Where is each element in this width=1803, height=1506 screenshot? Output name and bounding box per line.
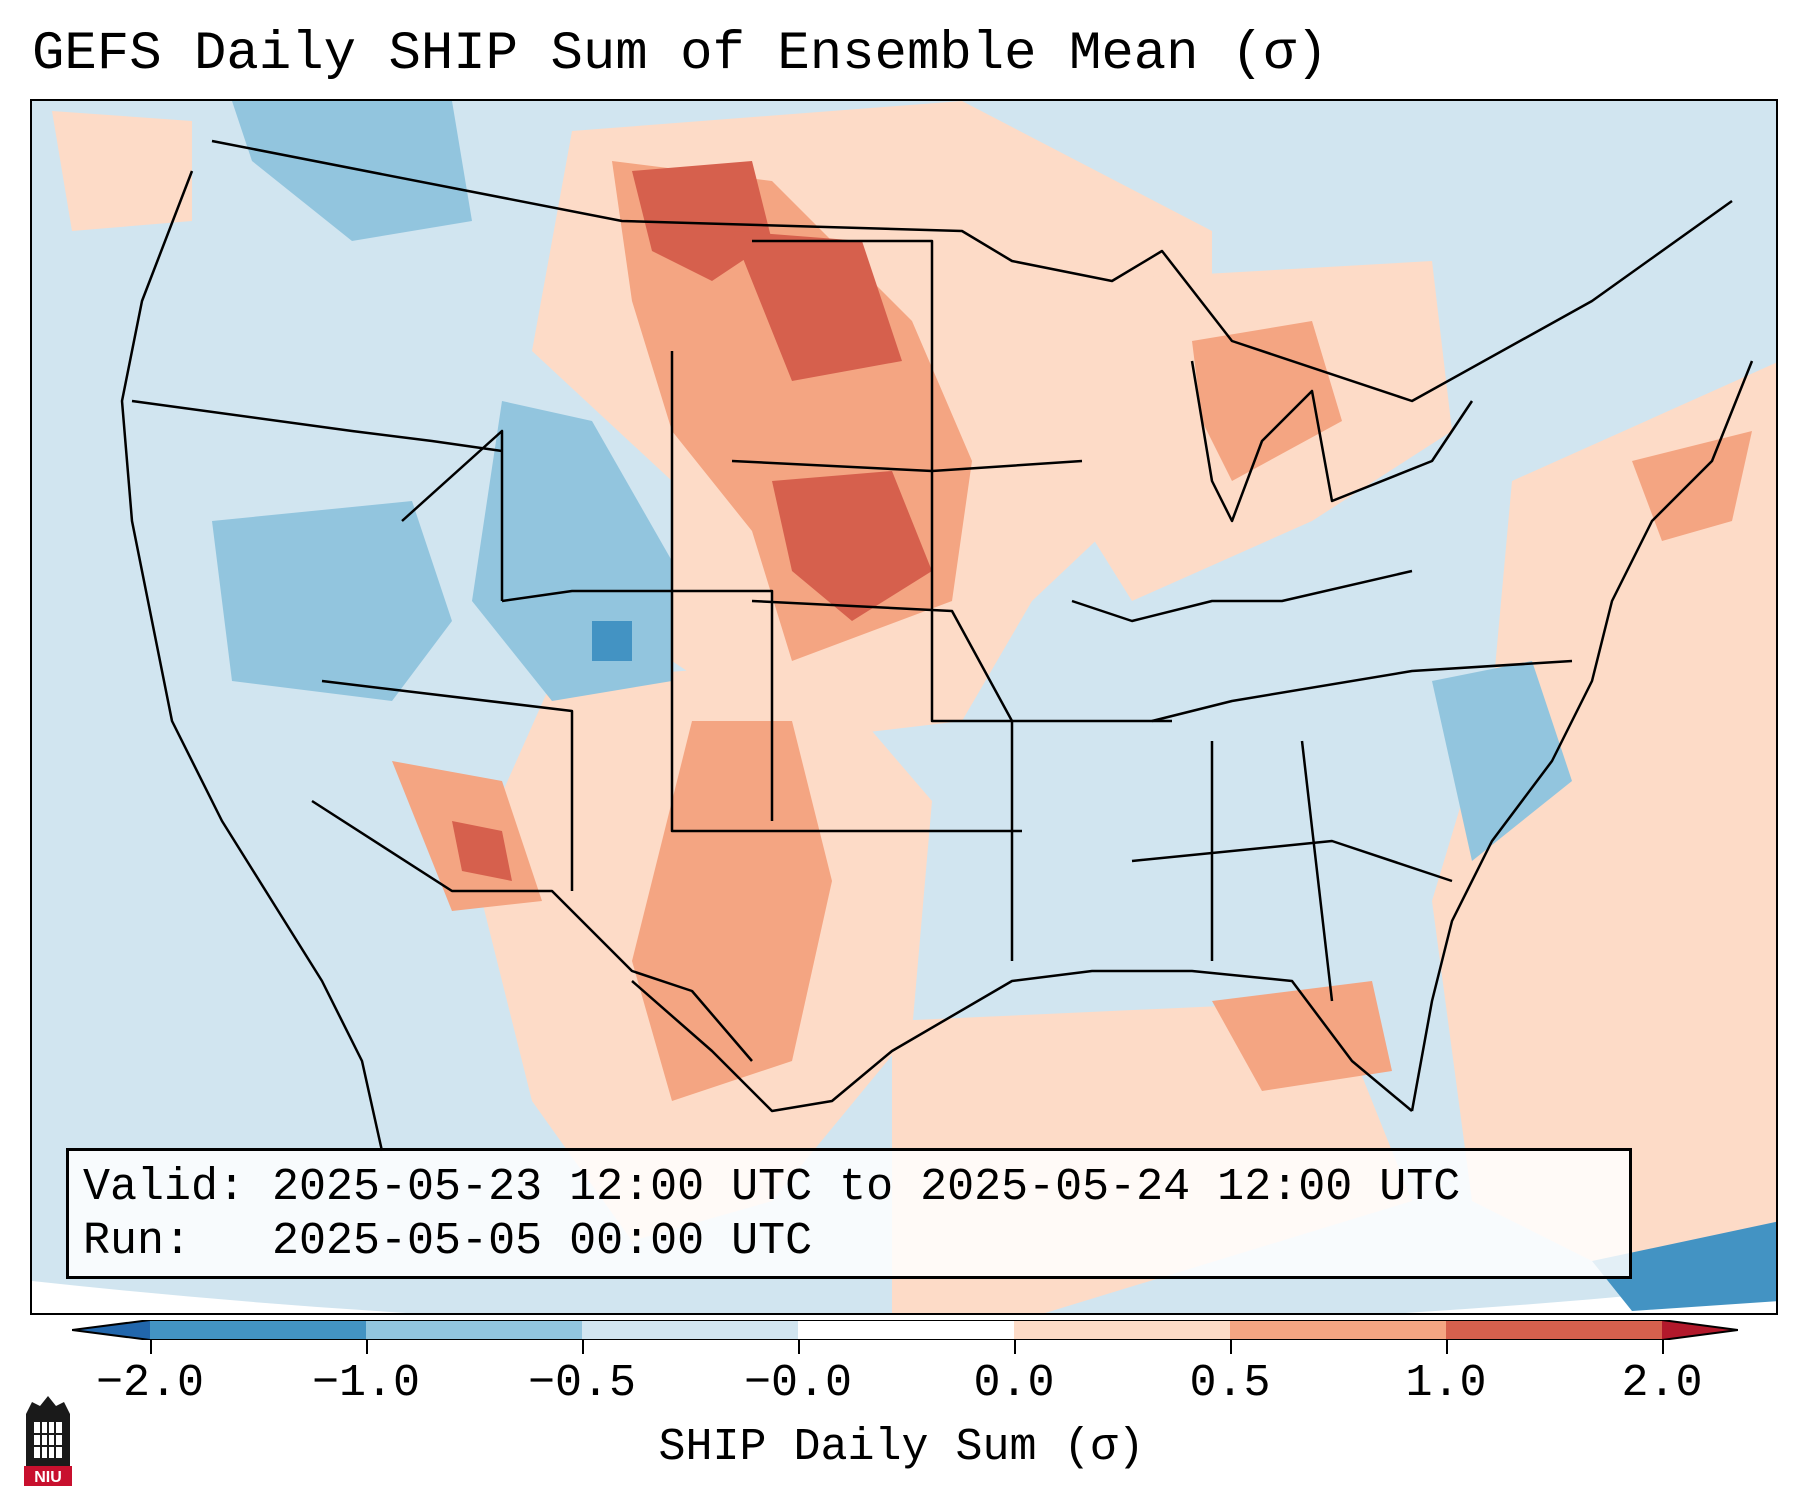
state-line-9: [1071, 569, 1413, 623]
state-line-8: [751, 599, 1014, 961]
new-england-core: [1632, 431, 1752, 541]
montana-strong: [732, 231, 902, 381]
state-line-2: [401, 429, 504, 601]
colorbar-tick-label: −2.0: [95, 1358, 205, 1409]
map-panel: [30, 99, 1778, 1315]
gulf-coast: [631, 969, 1413, 1113]
colorbar-segment-2: [366, 1320, 582, 1340]
colorado-core: [592, 621, 632, 661]
state-line-6: [752, 239, 1172, 723]
boundaries: [120, 139, 1754, 1152]
colorbar-tick: [1230, 1340, 1232, 1354]
michigan-warm: [1192, 321, 1342, 481]
gulf-core: [1212, 981, 1392, 1091]
map-svg: [32, 101, 1776, 1313]
state-line-7: [731, 459, 1083, 473]
pacific-nw-warm: [52, 111, 192, 231]
arizona-strong: [452, 821, 512, 881]
us-canada-border: [211, 139, 1733, 403]
colorbar-tick-label: 0.5: [1189, 1358, 1271, 1409]
mexico-border: [311, 799, 753, 1062]
colorbar-tick: [1014, 1340, 1016, 1354]
east-coast: [1410, 360, 1754, 1112]
northwest-cool: [232, 101, 472, 241]
state-line-3: [321, 679, 574, 891]
colorbar-tick: [1446, 1340, 1448, 1354]
colorbar-tick-label: 2.0: [1621, 1358, 1703, 1409]
colorbar-tick-label: −1.0: [311, 1358, 421, 1409]
colorbar-extend-high: [1662, 1320, 1738, 1340]
niu-logo: NIU: [24, 1396, 72, 1486]
negative-anomaly-layer: [212, 101, 1776, 1311]
state-line-12: [1210, 740, 1334, 1002]
colorbar: [72, 1320, 1738, 1340]
great-lakes-outline: [1190, 360, 1474, 523]
colorbar-title: SHIP Daily Sum (σ): [658, 1422, 1145, 1473]
run-time-text: Run: 2025-05-05 00:00 UTC: [83, 1216, 813, 1267]
colorbar-segment-4: [798, 1320, 1014, 1340]
colorbar-tick: [1662, 1340, 1664, 1354]
state-line-1: [131, 399, 503, 453]
state-line-5: [670, 351, 1022, 833]
colorbar-segment-3: [582, 1320, 798, 1340]
nebraska-strong: [772, 471, 932, 621]
colorbar-segment-1: [150, 1320, 366, 1340]
chart-title: GEFS Daily SHIP Sum of Ensemble Mean (σ): [32, 24, 1329, 85]
state-line-11: [1131, 839, 1453, 883]
dakota-strong: [632, 161, 772, 281]
colorbar-tick-label: −0.5: [527, 1358, 637, 1409]
colorbar-segment-5: [1014, 1320, 1230, 1340]
colorbar-tick-label: −0.0: [743, 1358, 853, 1409]
valid-run-info-box: Valid: 2025-05-23 12:00 UTC to 2025-05-2…: [66, 1148, 1632, 1279]
colorbar-tick: [366, 1340, 368, 1354]
great-basin-cool: [212, 501, 452, 701]
colorbar-tick: [798, 1340, 800, 1354]
texas-warm: [632, 721, 832, 1101]
positive-anomaly-layer: [52, 101, 1776, 1313]
colorbar-tick: [582, 1340, 584, 1354]
colorbar-tick-label: 1.0: [1405, 1358, 1487, 1409]
cuba-cool: [1592, 1221, 1776, 1311]
colorbar-segment-6: [1230, 1320, 1446, 1340]
carolina-cool: [1432, 661, 1572, 861]
west-coast: [120, 170, 384, 1152]
logo-text: NIU: [34, 1469, 62, 1486]
colorbar-extend-low: [72, 1320, 150, 1340]
colorbar-tick-label: 0.0: [973, 1358, 1055, 1409]
atlantic-warm: [1432, 362, 1776, 1281]
colorbar-tick: [150, 1340, 152, 1354]
valid-time-text: Valid: 2025-05-23 12:00 UTC to 2025-05-2…: [83, 1162, 1461, 1213]
colorbar-segment-7: [1446, 1320, 1662, 1340]
state-line-10: [1151, 659, 1573, 723]
